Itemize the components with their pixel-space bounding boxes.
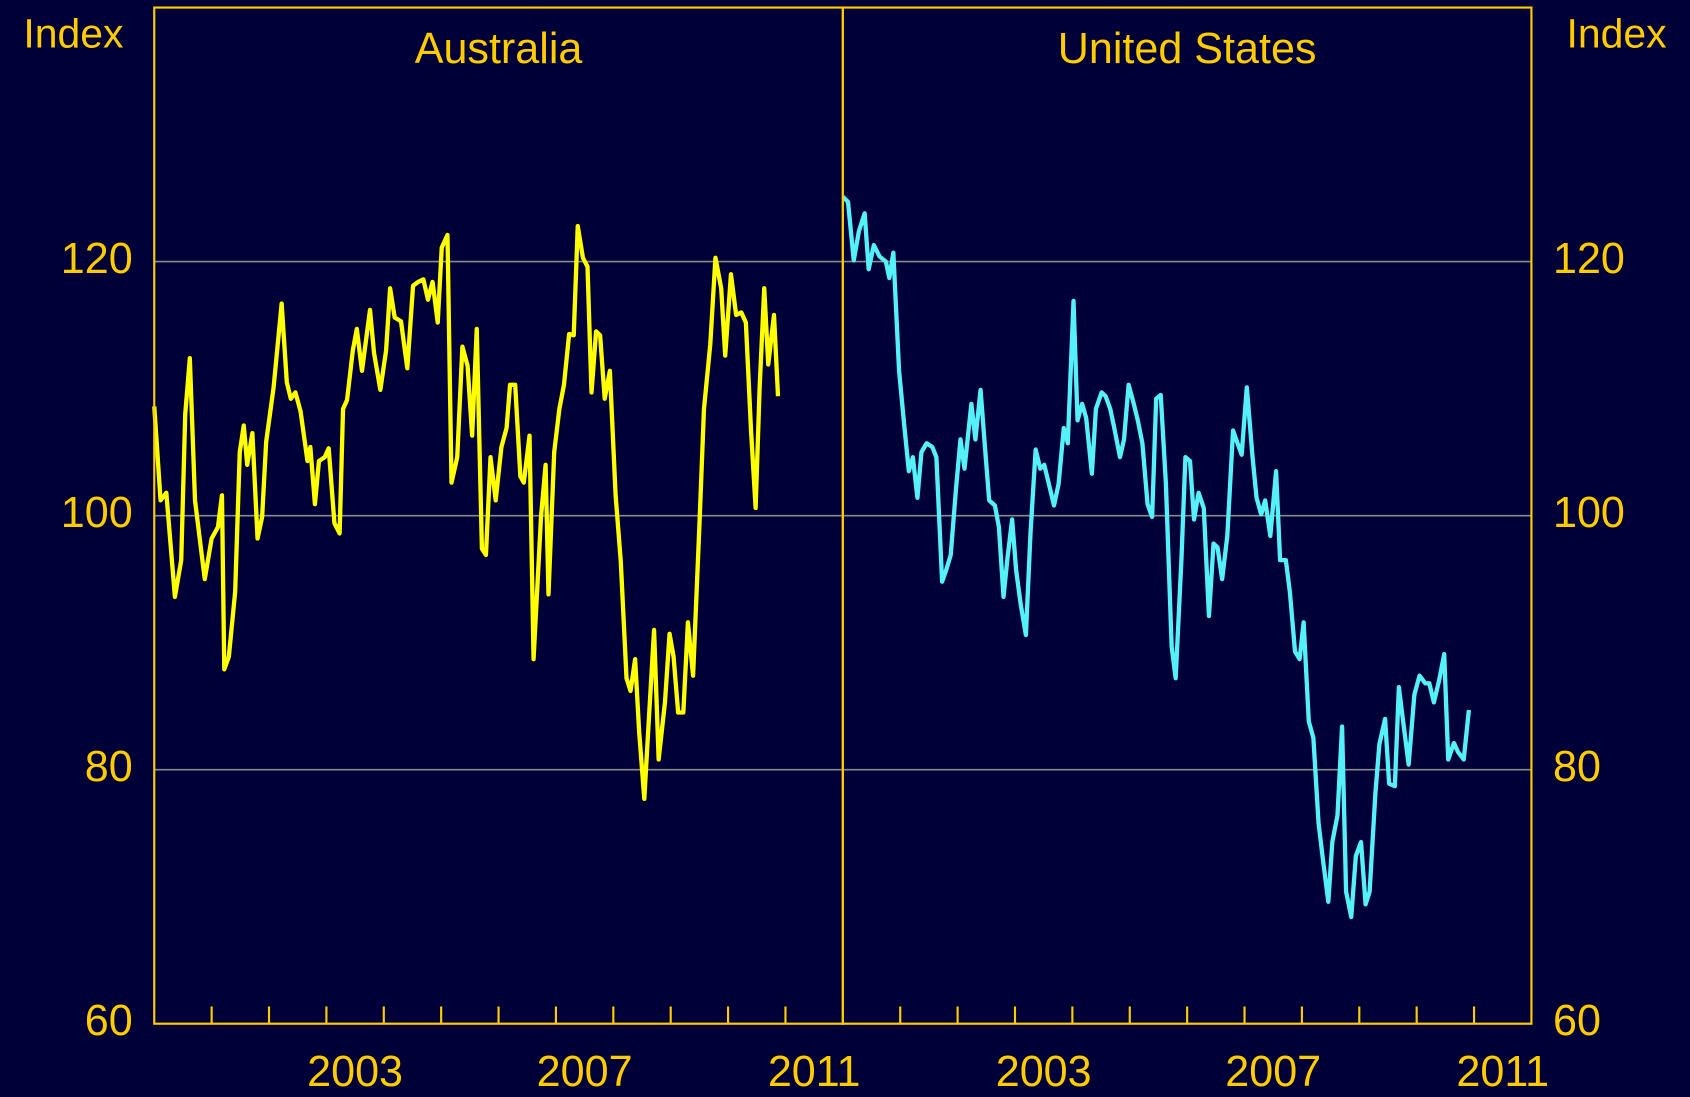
x-tick-label: 2007	[1225, 1048, 1321, 1096]
x-tick-label: 2011	[768, 1048, 861, 1096]
y-tick-label: 60	[1553, 997, 1601, 1045]
data-line	[841, 195, 1472, 920]
x-tick-label: 2011	[1456, 1048, 1549, 1096]
y-tick-label: 120	[61, 235, 133, 283]
y-axis-label: Index	[23, 10, 124, 56]
plot-frame	[841, 6, 1533, 1025]
x-tick-label: 2003	[996, 1048, 1092, 1096]
y-tick-label: 60	[85, 997, 133, 1045]
y-tick-label: 100	[61, 489, 133, 537]
data-line	[152, 223, 781, 802]
y-tick-label: 80	[1553, 743, 1601, 791]
x-tick-label: 2003	[307, 1048, 403, 1096]
panel-title: United States	[1058, 25, 1317, 73]
x-tick-label: 2007	[537, 1048, 633, 1096]
panel-title: Australia	[415, 25, 583, 73]
y-tick-label: 80	[85, 743, 133, 791]
y-axis-label: Index	[1566, 10, 1667, 56]
y-tick-label: 120	[1553, 235, 1625, 283]
y-tick-label: 100	[1553, 489, 1625, 537]
